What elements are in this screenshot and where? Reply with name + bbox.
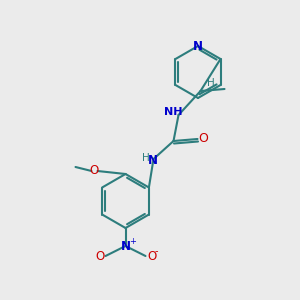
Text: H: H [207,78,214,88]
Text: N: N [148,154,158,166]
Text: N: N [121,239,130,253]
Text: O: O [89,164,98,178]
Text: O: O [199,133,208,146]
Text: O: O [147,250,156,262]
Text: N: N [193,40,203,52]
Text: -: - [155,246,158,256]
Text: NH: NH [164,107,183,117]
Text: H: H [142,153,149,163]
Text: O: O [95,250,104,262]
Text: +: + [129,236,136,245]
